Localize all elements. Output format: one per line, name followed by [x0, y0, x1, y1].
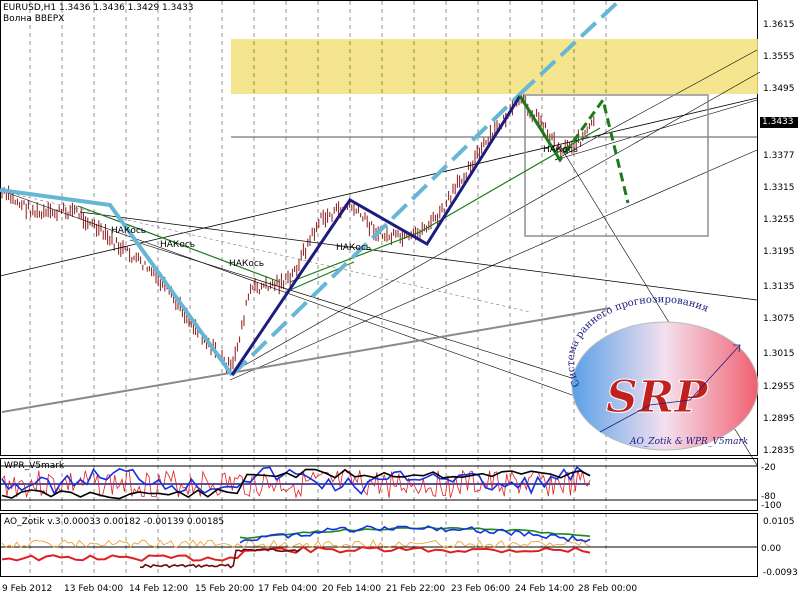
svg-text:1.3015: 1.3015 [763, 349, 795, 359]
green-projection [518, 95, 630, 204]
impulse-wave [230, 95, 522, 376]
ao-blue-line [239, 525, 591, 544]
svg-text:1.3255: 1.3255 [763, 215, 795, 225]
wpr-blue-line [1, 465, 591, 496]
svg-text:1.3195: 1.3195 [763, 247, 795, 257]
chart-symbol-line: EURUSD,H1 1.3436 1.3436 1.3429 1.3433 [3, 3, 194, 13]
ao-orange-line [1, 539, 591, 549]
green-leg [518, 95, 562, 161]
current-price-tag: 1.3433 [760, 117, 798, 128]
main-wave-up [230, 92, 522, 377]
supply-zone [231, 39, 758, 94]
ao-level-zero: 0.00 [761, 544, 781, 554]
wpr-level-20: -20 [761, 463, 776, 473]
ao-level-top: 0.0105 [763, 517, 795, 527]
svg-text:15 Feb 20:00: 15 Feb 20:00 [195, 584, 254, 594]
annotation-3: НАКось [229, 259, 264, 269]
svg-text:1.2835: 1.2835 [763, 446, 795, 456]
green-lines [77, 127, 601, 291]
svg-text:1.3315: 1.3315 [763, 183, 795, 193]
main-wave [0, 188, 234, 377]
logo-author: AO_Zotik & WPR_V5mark [629, 437, 748, 447]
wpr-label: WPR_V5mark [4, 461, 65, 471]
svg-text:1.3377: 1.3377 [763, 151, 795, 161]
chart-subtitle: Волна ВВЕРХ [3, 14, 65, 24]
time-axis: 9 Feb 2012 13 Feb 04:00 14 Feb 12:00 15 … [2, 584, 637, 594]
svg-text:1.3135: 1.3135 [763, 282, 795, 292]
wpr-level-80: -80 [761, 492, 776, 502]
svg-text:28 Feb 00:00: 28 Feb 00:00 [578, 584, 637, 594]
wpr-black-line [1, 468, 591, 500]
projection-box [524, 94, 709, 237]
svg-text:1.2955: 1.2955 [763, 382, 795, 392]
svg-text:1.2895: 1.2895 [763, 414, 795, 424]
svg-text:1.3495: 1.3495 [763, 84, 795, 94]
ao-label: AO_Zotik v.3 0.00033 0.00182 -0.00139 0.… [4, 517, 224, 527]
svg-text:20 Feb 14:00: 20 Feb 14:00 [322, 584, 381, 594]
svg-text:14 Feb 12:00: 14 Feb 12:00 [129, 584, 188, 594]
svg-text:1.3555: 1.3555 [763, 52, 795, 62]
annotation-5: НАКось [543, 145, 578, 155]
annotation-2: НАКось [160, 240, 195, 250]
annotation-4: НАКось [336, 243, 371, 253]
svg-text:1.3075: 1.3075 [763, 314, 795, 324]
ao-level-bottom: -0.00937 [763, 568, 798, 578]
svg-text:17 Feb 04:00: 17 Feb 04:00 [258, 584, 317, 594]
logo-title: SRP [606, 372, 709, 423]
ao-red-line [1, 545, 591, 562]
svg-text:24 Feb 14:00: 24 Feb 14:00 [515, 584, 574, 594]
wpr-level-100: -100 [761, 501, 782, 511]
svg-text:21 Feb 22:00: 21 Feb 22:00 [386, 584, 445, 594]
svg-text:13 Feb 04:00: 13 Feb 04:00 [64, 584, 123, 594]
svg-text:23 Feb 06:00: 23 Feb 06:00 [451, 584, 510, 594]
svg-text:1.3615: 1.3615 [763, 20, 795, 30]
annotation-1: НАКось [111, 226, 146, 236]
svg-text:9 Feb 2012: 9 Feb 2012 [2, 584, 52, 594]
main-wave-up-ext [518, 0, 622, 96]
ao-darkred-line [139, 547, 301, 569]
price-axis: 1.3615 1.3555 1.3495 1.3377 1.3315 1.325… [763, 20, 795, 456]
